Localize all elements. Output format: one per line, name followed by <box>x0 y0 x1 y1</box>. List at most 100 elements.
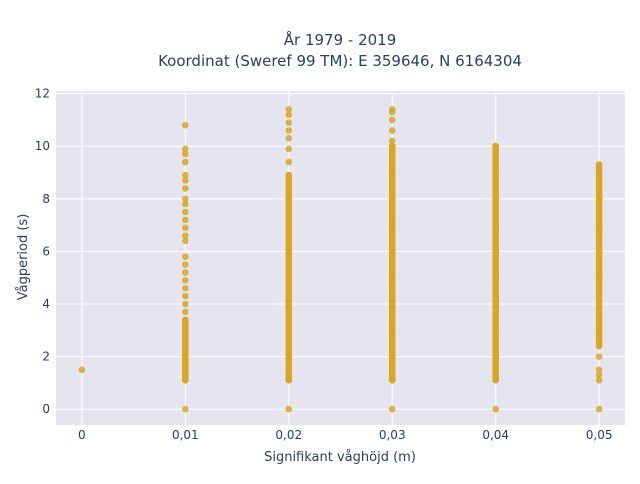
data-point <box>182 340 189 347</box>
data-point <box>182 277 189 284</box>
data-point <box>595 327 603 334</box>
data-point <box>285 376 293 384</box>
data-point <box>595 300 603 308</box>
data-point <box>388 327 396 334</box>
data-point <box>492 195 499 203</box>
data-point <box>595 169 603 176</box>
data-point <box>182 200 189 208</box>
data-point <box>388 106 396 113</box>
data-point <box>182 376 189 384</box>
y-tick-labels: 0 2 4 6 8 10 12 <box>35 87 50 417</box>
data-marks <box>78 106 603 413</box>
data-point <box>595 371 603 379</box>
data-point <box>595 342 603 350</box>
data-point <box>492 248 499 255</box>
data-point <box>492 221 499 229</box>
data-point <box>285 353 293 360</box>
data-point <box>595 366 603 374</box>
data-point <box>182 261 189 268</box>
data-point <box>388 353 396 360</box>
data-point <box>182 121 189 129</box>
x-tick-label: 0 <box>78 428 86 442</box>
y-tick-label: 2 <box>42 350 50 364</box>
y-tick-label: 8 <box>42 192 50 206</box>
data-point <box>595 353 603 360</box>
data-point <box>388 137 396 145</box>
data-point <box>182 171 189 179</box>
data-point <box>182 177 189 184</box>
data-point <box>182 216 189 224</box>
data-point <box>285 405 293 413</box>
data-point <box>388 195 396 203</box>
data-point <box>595 248 603 255</box>
data-point <box>388 376 396 384</box>
data-point <box>182 145 189 153</box>
data-point <box>285 274 293 282</box>
data-point <box>388 142 396 150</box>
data-point <box>182 284 189 292</box>
data-point <box>182 405 189 413</box>
data-point <box>595 274 603 282</box>
y-tick-label: 12 <box>35 87 50 101</box>
x-tick-label: 0,01 <box>172 428 199 442</box>
data-point <box>182 150 189 158</box>
data-point <box>182 158 189 166</box>
x-tick-label: 0,04 <box>482 428 509 442</box>
data-point <box>595 405 603 413</box>
data-point <box>182 185 189 192</box>
data-point <box>182 253 189 260</box>
data-point <box>285 171 293 179</box>
x-tick-label: 0,02 <box>275 428 302 442</box>
data-point <box>492 327 499 334</box>
dense-point-column <box>492 143 499 384</box>
chart-title-line-1: År 1979 - 2019 <box>284 30 397 49</box>
data-point <box>182 353 189 360</box>
data-point <box>492 300 499 308</box>
data-point <box>285 300 293 308</box>
data-point <box>595 221 603 229</box>
data-point <box>182 224 189 232</box>
data-point <box>285 106 293 113</box>
y-tick-label: 4 <box>42 297 50 311</box>
data-point <box>182 316 189 324</box>
data-point <box>182 232 189 239</box>
data-point <box>285 248 293 255</box>
data-point <box>285 327 293 334</box>
data-point <box>388 405 396 413</box>
data-point <box>285 127 293 134</box>
y-tick-label: 0 <box>42 402 50 416</box>
data-point <box>182 308 189 316</box>
chart-title-line-2: Koordinat (Sweref 99 TM): E 359646, N 61… <box>158 52 522 70</box>
y-tick-label: 10 <box>35 139 50 153</box>
data-point <box>388 248 396 255</box>
y-tick-label: 6 <box>42 244 50 258</box>
data-point <box>492 142 499 150</box>
data-point <box>285 119 293 126</box>
data-point <box>182 300 189 308</box>
x-tick-label: 0,05 <box>586 428 613 442</box>
dense-point-column <box>595 161 603 350</box>
data-point <box>595 195 603 203</box>
data-point <box>388 169 396 176</box>
data-point <box>285 111 293 118</box>
data-point <box>182 237 189 245</box>
data-point <box>492 353 499 360</box>
data-point <box>78 366 86 374</box>
plot-background <box>56 91 625 425</box>
data-point <box>182 327 189 334</box>
data-point <box>182 366 189 374</box>
data-point <box>182 195 189 203</box>
data-point <box>388 274 396 282</box>
data-point <box>388 116 396 124</box>
data-point <box>285 145 293 153</box>
data-point <box>492 376 499 384</box>
data-point <box>285 158 293 166</box>
data-point <box>182 208 189 216</box>
dense-point-column <box>389 143 396 384</box>
x-tick-labels: 0 0,01 0,02 0,03 0,04 0,05 <box>78 428 612 442</box>
data-point <box>285 195 293 203</box>
data-point <box>492 169 499 176</box>
data-point <box>388 127 396 134</box>
data-point <box>388 221 396 229</box>
